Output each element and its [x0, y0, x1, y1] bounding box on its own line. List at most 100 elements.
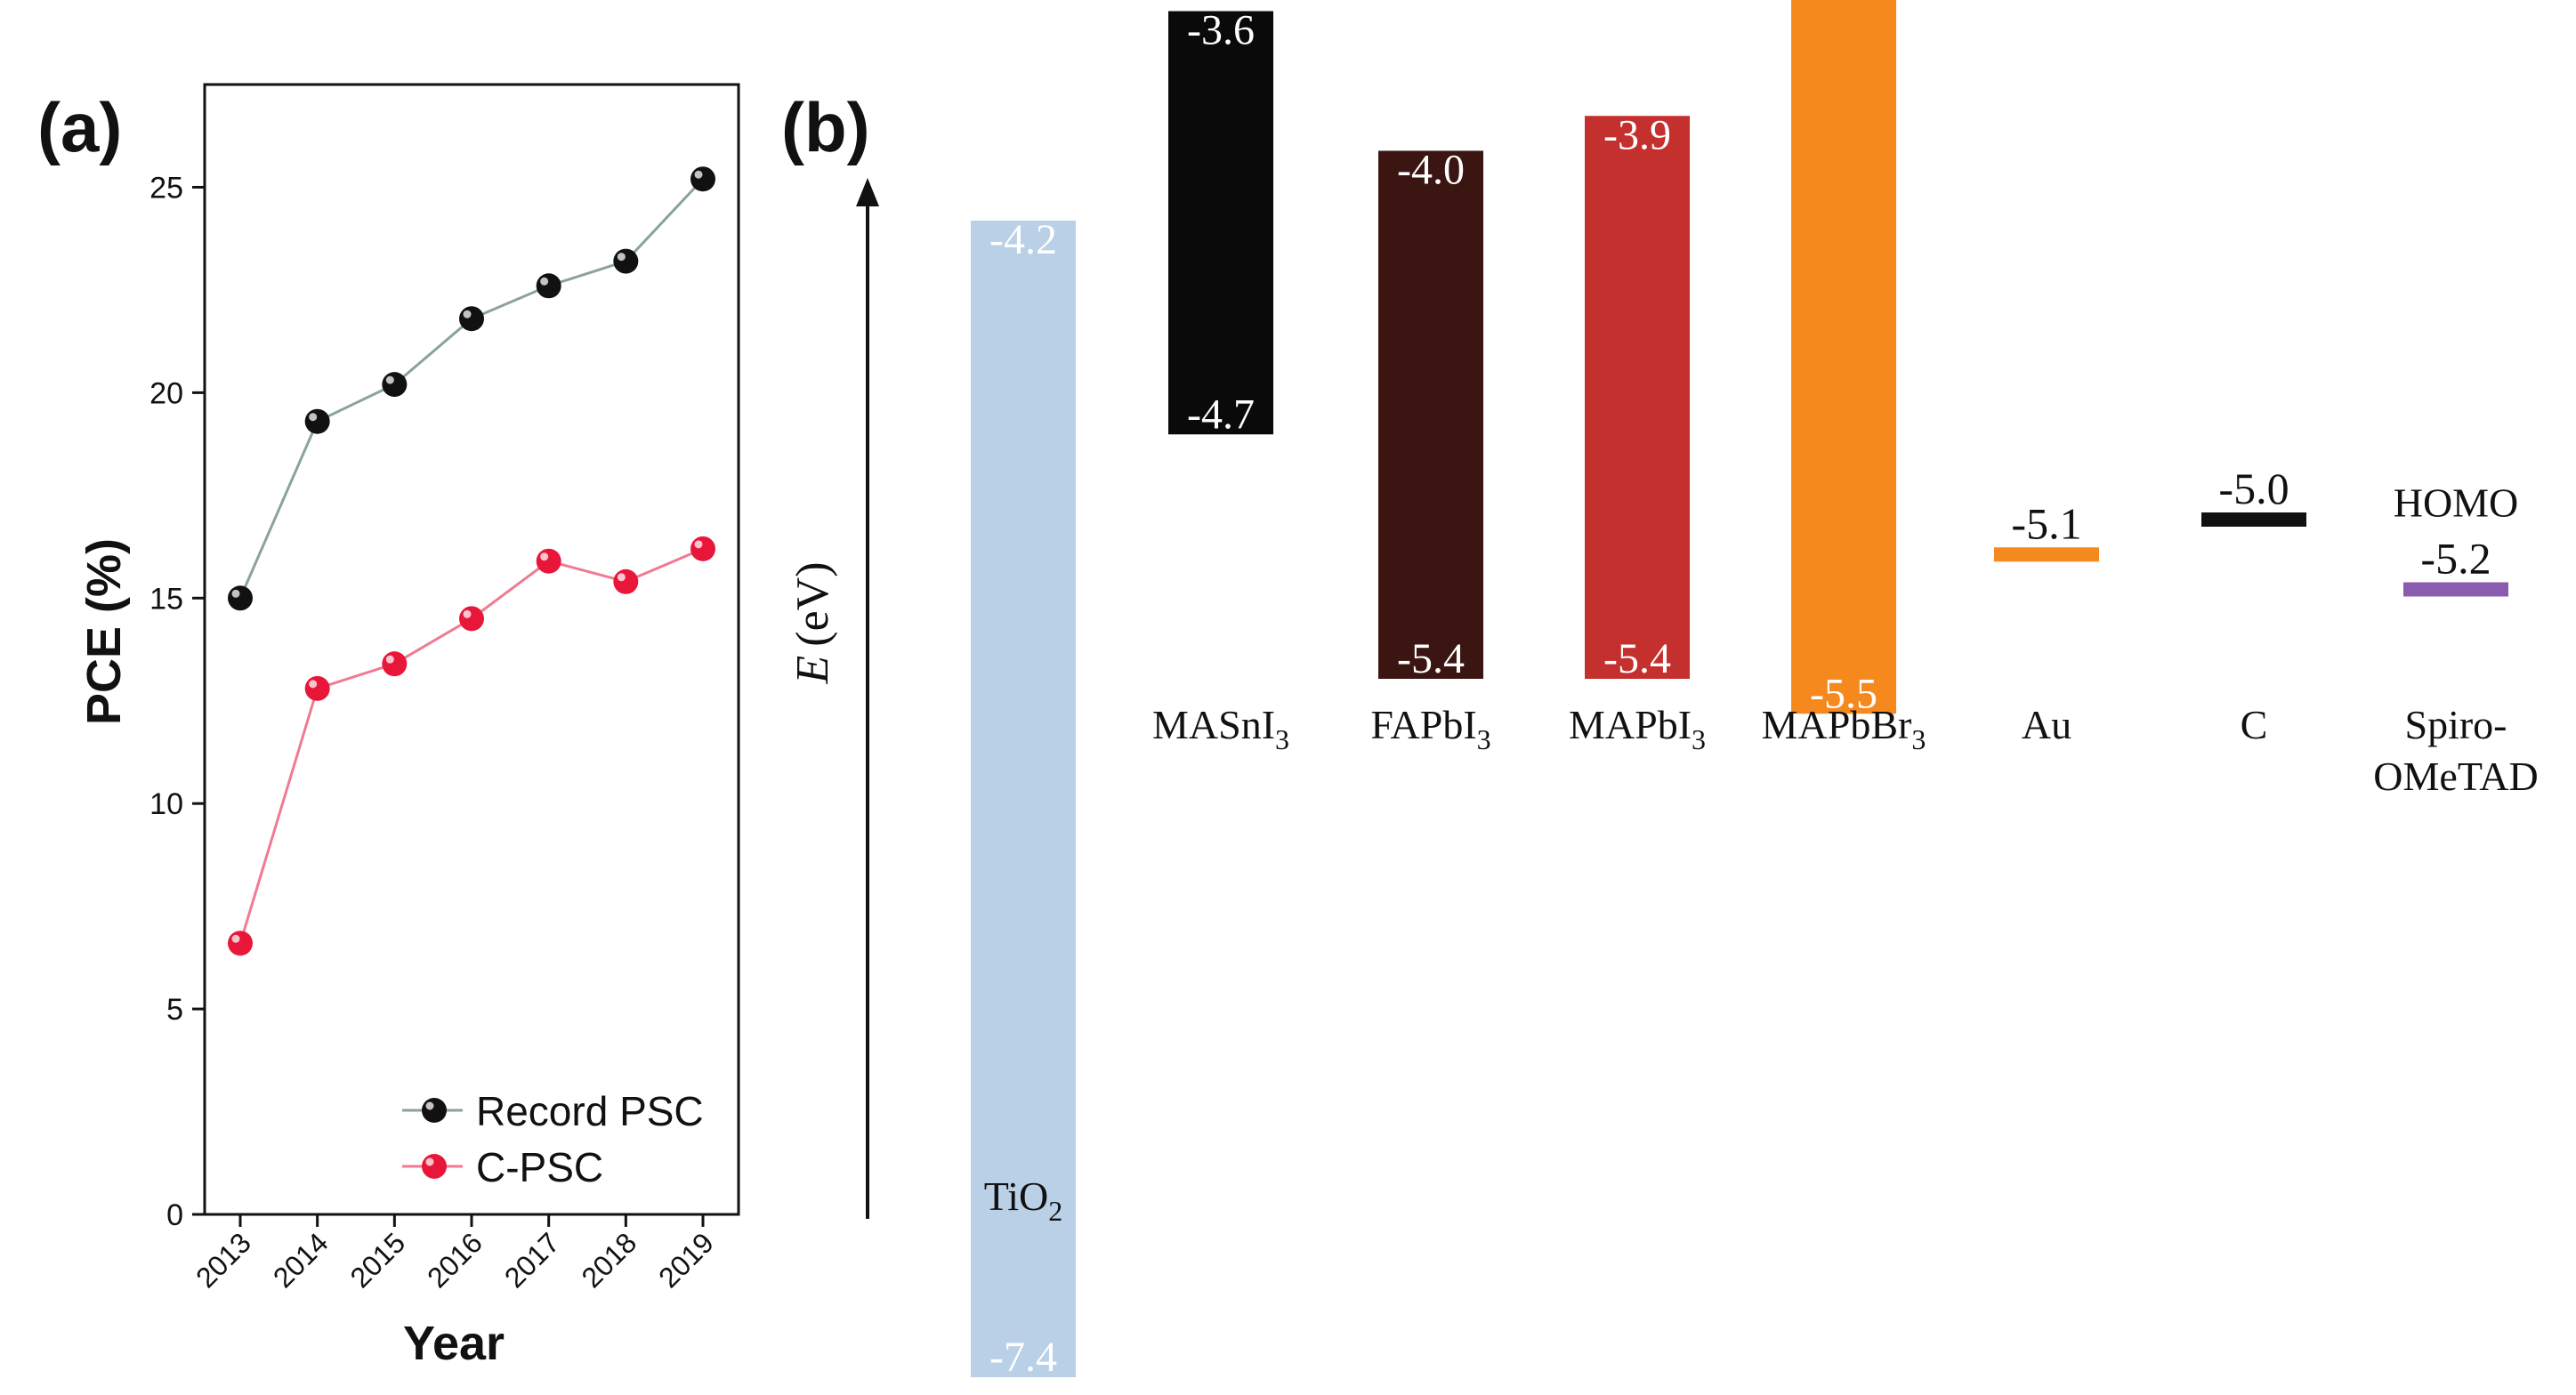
material-label-c: C [2241, 702, 2268, 747]
level-value-c: -5.0 [2218, 464, 2289, 513]
x-tick-label-2013: 2013 [190, 1226, 257, 1294]
data-point-highlight-record-psc-2015 [385, 375, 394, 384]
material-label-subscript-fapbi3: 3 [1477, 723, 1491, 755]
x-tick-label-2014: 2014 [267, 1226, 335, 1294]
data-point-record-psc-2017 [536, 273, 561, 299]
data-point-highlight-c-psc-2018 [617, 573, 626, 582]
material-label-main-c: C [2241, 702, 2268, 747]
band-fapbi3 [1378, 150, 1483, 679]
level-value-au: -5.1 [2011, 498, 2081, 548]
level-au [1994, 547, 2099, 562]
material-label-mapbi3: MAPbI3 [1569, 702, 1706, 755]
material-label-tio2: TiO2 [984, 1173, 1062, 1227]
legend-marker-record-psc [422, 1098, 447, 1123]
y-tick-label-5: 5 [166, 993, 183, 1027]
energy-levels: -4.2-7.4TiO2-3.6-4.7MASnI3-4.0-5.4FAPbI3… [971, 0, 2539, 1381]
y-axis-ticks: 0 5 10 15 20 25 [149, 171, 205, 1232]
material-label-tail-spiro-ometad: OMeTAD [2373, 754, 2538, 799]
data-point-highlight-c-psc-2015 [385, 655, 394, 664]
legend-marker-record-psc-highlight [425, 1101, 434, 1110]
plot-a-frame [203, 83, 740, 1216]
series-layer [228, 166, 715, 956]
band-bottom-value-fapbi3: -5.4 [1397, 635, 1465, 682]
data-point-highlight-record-psc-2017 [540, 277, 549, 286]
data-point-highlight-c-psc-2014 [309, 680, 318, 689]
material-label-subscript-mapbi3: 3 [1692, 723, 1706, 755]
data-point-highlight-record-psc-2019 [694, 170, 703, 179]
band-bottom-value-masni3: -4.7 [1187, 391, 1255, 438]
band-bottom-value-mapbi3: -5.4 [1603, 635, 1671, 682]
data-point-highlight-record-psc-2014 [309, 413, 318, 422]
data-point-c-psc-2016 [459, 606, 484, 632]
data-point-record-psc-2018 [613, 248, 639, 274]
data-point-record-psc-2013 [228, 585, 253, 611]
y-axis-label: PCE (%) [77, 538, 131, 725]
data-point-c-psc-2017 [536, 548, 561, 574]
legend-marker-c-psc [422, 1154, 447, 1179]
legend: Record PSC C-PSC [402, 1088, 704, 1190]
band-top-value-fapbi3: -4.0 [1397, 147, 1465, 194]
energy-axis-arrowhead [856, 178, 879, 206]
material-label-mapbbr3: MAPbBr3 [1762, 702, 1926, 755]
level-title-spiro-ometad: HOMO [2394, 480, 2519, 526]
data-point-c-psc-2018 [613, 568, 639, 594]
energy-axis-label: E (eV) [787, 561, 838, 684]
panel-b: (b) E(eV) -4.2-7.4TiO2-3.6-4.7MASnI3-4.0… [781, 0, 2539, 1381]
x-tick-label-2017: 2017 [498, 1226, 566, 1294]
material-label-masni3: MASnI3 [1152, 702, 1289, 755]
band-bottom-value-tio2: -7.4 [989, 1334, 1057, 1381]
material-label-main-mapbi3: MAPbI [1569, 702, 1692, 747]
data-point-record-psc-2014 [304, 408, 330, 434]
band-tio2 [971, 221, 1076, 1377]
energy-axis-symbol: E [787, 656, 838, 685]
material-label-main-mapbbr3: MAPbBr [1762, 702, 1912, 747]
y-tick-label-25: 25 [149, 171, 183, 205]
band-masni3 [1168, 11, 1273, 435]
data-point-c-psc-2015 [382, 651, 408, 677]
data-point-highlight-c-psc-2013 [231, 934, 240, 943]
y-tick-label-10: 10 [149, 787, 183, 821]
material-label-subscript-tio2: 2 [1048, 1195, 1062, 1227]
level-spiro-ometad [2403, 582, 2508, 597]
data-point-c-psc-2014 [304, 675, 330, 701]
x-tick-label-2016: 2016 [421, 1226, 489, 1294]
legend-label-c-psc: C-PSC [476, 1144, 603, 1190]
material-label-main-masni3: MASnI [1152, 702, 1275, 747]
material-label-main-spiro-ometad: Spiro- [2405, 702, 2507, 747]
band-bottom-value-mapbbr3: -5.5 [1810, 670, 1877, 717]
material-label-subscript-masni3: 3 [1275, 723, 1289, 755]
x-tick-label-2018: 2018 [575, 1226, 642, 1294]
y-tick-label-20: 20 [149, 376, 183, 410]
band-mapbbr3 [1791, 0, 1896, 714]
data-point-highlight-record-psc-2018 [617, 253, 626, 262]
x-tick-label-2019: 2019 [652, 1226, 720, 1294]
level-c [2201, 512, 2306, 527]
legend-label-record-psc: Record PSC [476, 1088, 704, 1134]
material-label-spiro-ometad: Spiro- [2405, 702, 2507, 747]
panel-a-label: (a) [37, 88, 122, 166]
legend-marker-c-psc-highlight [425, 1157, 434, 1166]
band-top-value-mapbi3: -3.9 [1603, 111, 1671, 158]
y-tick-label-15: 15 [149, 582, 183, 616]
data-point-c-psc-2013 [228, 931, 253, 956]
data-point-highlight-record-psc-2013 [231, 589, 240, 598]
panel-b-label: (b) [781, 88, 870, 166]
material-label-main-fapbi3: FAPbI [1370, 702, 1476, 747]
material-label-fapbi3: FAPbI3 [1370, 702, 1490, 755]
data-point-record-psc-2016 [459, 306, 484, 332]
energy-axis-unit: (eV) [787, 561, 838, 646]
panel-a: (a) 0 5 10 15 20 25 2013 2014 2015 2016 2017 2018 2… [37, 83, 740, 1370]
data-point-highlight-c-psc-2019 [694, 540, 703, 549]
x-axis-ticks: 2013 2014 2015 2016 2017 2018 2019 [190, 1214, 720, 1294]
data-point-highlight-record-psc-2016 [463, 310, 472, 319]
data-point-record-psc-2015 [382, 372, 408, 398]
data-point-c-psc-2019 [690, 536, 715, 561]
series-line-record-psc [238, 178, 705, 599]
band-top-value-tio2: -4.2 [989, 216, 1057, 263]
material-label-au: Au [2022, 702, 2071, 747]
material-label-main-tio2: TiO [984, 1173, 1048, 1219]
data-point-record-psc-2019 [690, 166, 715, 192]
x-tick-label-2015: 2015 [343, 1226, 411, 1294]
x-axis-label: Year [403, 1317, 505, 1370]
